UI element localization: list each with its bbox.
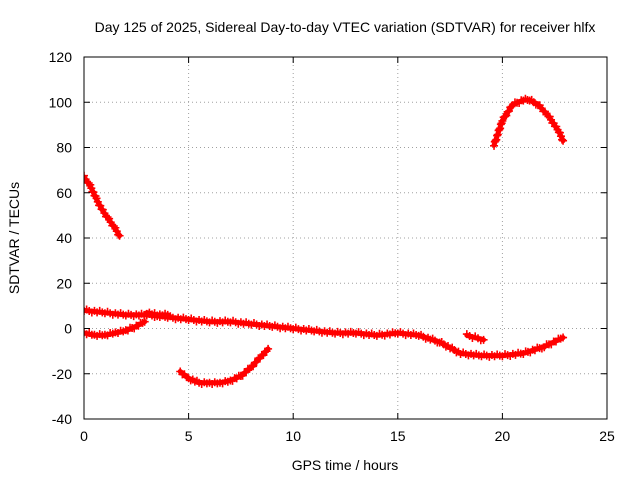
data-point [103, 213, 112, 222]
series-track-4 [142, 308, 172, 321]
data-point [479, 335, 488, 344]
data-point [252, 357, 261, 366]
data-point [115, 231, 124, 240]
x-tick-label: 10 [285, 428, 301, 444]
y-tick-label: 80 [56, 140, 72, 156]
x-tick-label: 0 [80, 428, 88, 444]
tick-labels: 0 5 10 15 20 25 -40 -20 0 20 40 60 80 100 120 [49, 49, 615, 444]
y-axis-title: SDTVAR / TECUs [6, 182, 22, 294]
data-point [84, 171, 88, 180]
data-point [249, 362, 258, 371]
data-point [163, 310, 172, 319]
data-point [504, 107, 513, 116]
x-tick-label: 15 [390, 428, 406, 444]
y-tick-label: 100 [49, 94, 73, 110]
data-point [559, 136, 568, 145]
y-tick-label: 120 [49, 49, 73, 65]
axes [83, 56, 608, 420]
x-tick-label: 5 [185, 428, 193, 444]
data-points [84, 94, 568, 388]
data-point [558, 135, 567, 144]
series-track-1 [84, 171, 124, 240]
data-point [109, 222, 118, 231]
x-axis-title: GPS time / hours [292, 457, 399, 473]
y-tick-label: 40 [56, 230, 72, 246]
data-point [559, 333, 568, 342]
y-tick-label: 60 [56, 185, 72, 201]
data-point [502, 111, 511, 120]
data-point [140, 317, 149, 326]
data-point [84, 179, 93, 188]
series-track-5 [176, 344, 273, 388]
series-track-6 [462, 330, 488, 345]
series-track-3 [84, 317, 149, 340]
y-tick-label: -40 [52, 411, 72, 427]
data-point [114, 230, 123, 239]
data-point [264, 344, 273, 353]
data-point [498, 116, 507, 125]
data-point [507, 102, 516, 111]
y-tick-label: 0 [64, 321, 72, 337]
series-track-2 [84, 305, 568, 361]
x-tick-label: 25 [599, 428, 615, 444]
x-tick-label: 20 [495, 428, 511, 444]
chart-title: Day 125 of 2025, Sidereal Day-to-day VTE… [95, 19, 596, 35]
series-track-7 [490, 94, 568, 150]
y-tick-label: -20 [52, 366, 72, 382]
y-tick-label: 20 [56, 275, 72, 291]
